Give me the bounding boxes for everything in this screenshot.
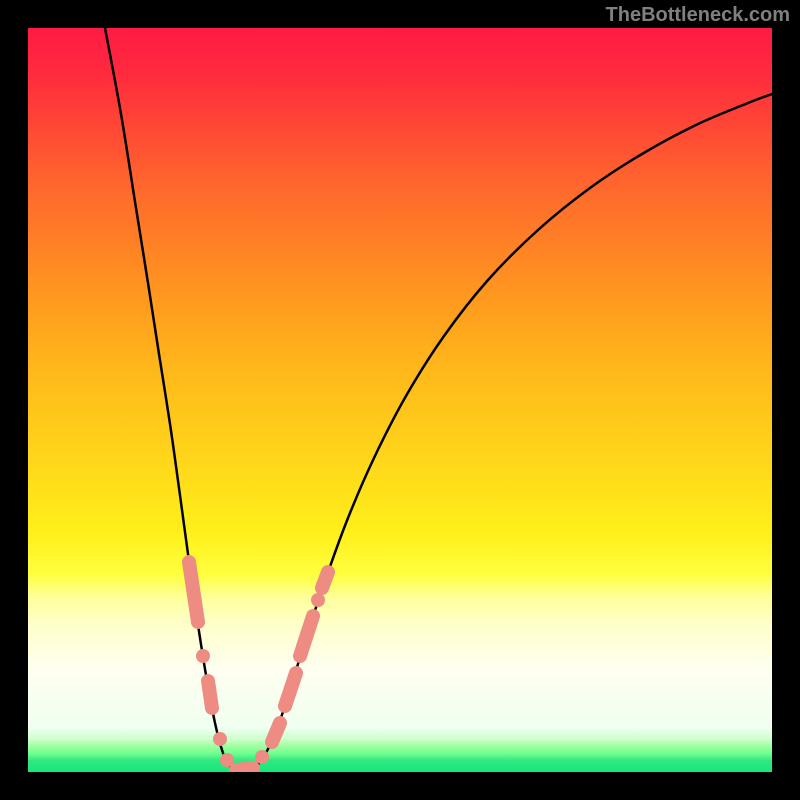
data-marker-capsule xyxy=(300,616,313,656)
data-marker-dot xyxy=(255,750,269,764)
data-marker-capsule xyxy=(189,562,198,622)
data-marker-capsule xyxy=(285,673,296,706)
data-marker-dot xyxy=(213,732,227,746)
plot-area xyxy=(28,28,772,772)
bottleneck-v-curve xyxy=(28,28,772,772)
data-marker-dot xyxy=(196,649,210,663)
data-marker-capsule xyxy=(236,768,253,770)
data-marker-capsule xyxy=(272,723,280,742)
data-marker-capsule xyxy=(322,572,328,588)
watermark-text: TheBottleneck.com xyxy=(606,4,790,27)
data-marker-dot xyxy=(311,593,325,607)
data-markers-group xyxy=(189,562,328,770)
data-marker-capsule xyxy=(208,681,212,708)
chart-outer-frame: TheBottleneck.com xyxy=(0,0,800,800)
